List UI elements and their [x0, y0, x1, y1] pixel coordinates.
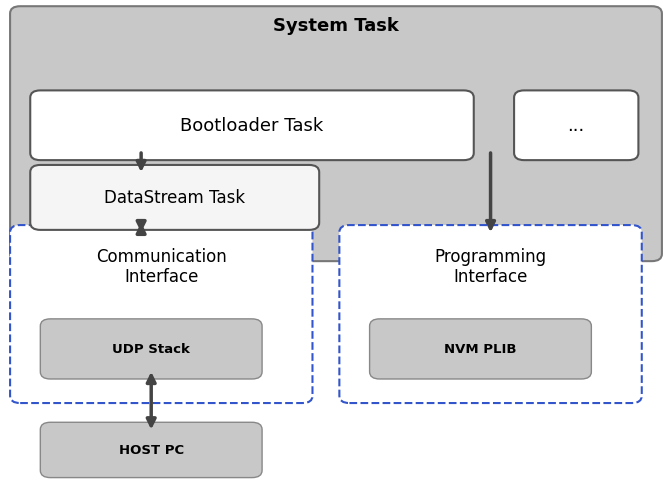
FancyBboxPatch shape [339, 226, 642, 403]
Text: ...: ... [568, 117, 585, 135]
Text: Bootloader Task: Bootloader Task [180, 117, 324, 135]
Text: Programming
Interface: Programming Interface [435, 247, 546, 286]
FancyBboxPatch shape [10, 226, 312, 403]
FancyBboxPatch shape [30, 166, 319, 230]
Text: HOST PC: HOST PC [119, 444, 183, 456]
FancyBboxPatch shape [10, 7, 662, 262]
FancyBboxPatch shape [514, 91, 638, 161]
FancyBboxPatch shape [40, 319, 262, 379]
Text: UDP Stack: UDP Stack [112, 343, 190, 356]
Text: DataStream Task: DataStream Task [104, 189, 245, 207]
FancyBboxPatch shape [370, 319, 591, 379]
FancyBboxPatch shape [40, 422, 262, 478]
Text: Communication
Interface: Communication Interface [96, 247, 226, 286]
FancyBboxPatch shape [30, 91, 474, 161]
Text: NVM PLIB: NVM PLIB [444, 343, 517, 356]
Text: System Task: System Task [273, 17, 399, 36]
